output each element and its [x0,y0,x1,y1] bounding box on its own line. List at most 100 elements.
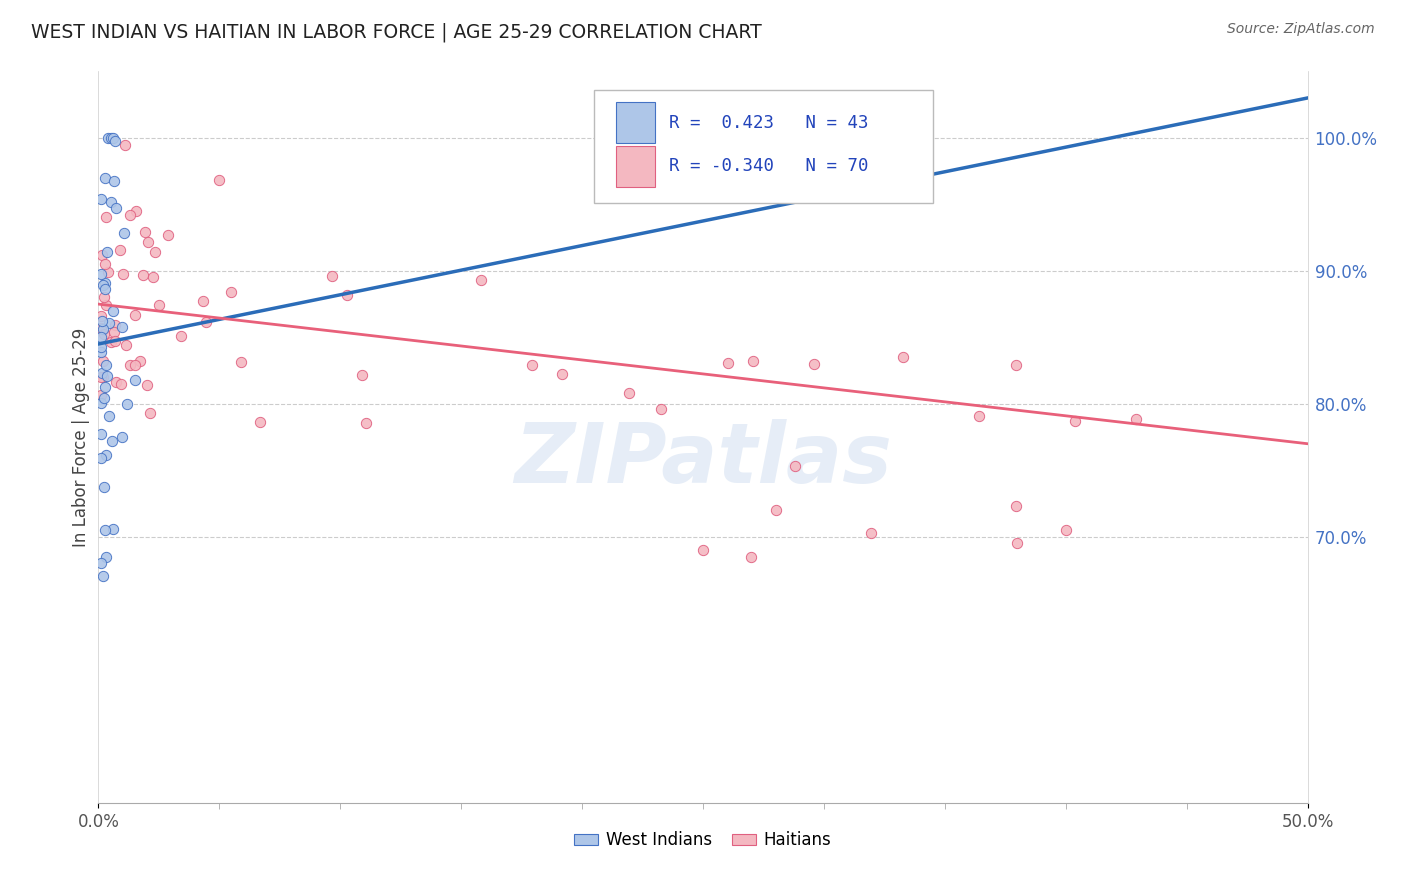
Point [891,350,914,364]
Point [90,426,112,441]
Point [617,386,640,401]
Point [90,321,112,335]
Point [143,245,166,260]
Point [100,195,122,210]
Point [520,358,543,372]
Point [551,368,574,382]
Text: R =  0.423   N = 43: R = 0.423 N = 43 [669,113,869,131]
Point [117,397,139,411]
Point [118,208,141,222]
Point [138,235,160,249]
Point [93,281,115,295]
Point [114,137,136,152]
Point [336,287,359,301]
Point [157,227,180,242]
Point [124,309,146,323]
Point [93,380,115,394]
Point [93,326,115,341]
Point [94,549,117,564]
Point [229,354,252,368]
Point [129,354,152,368]
Point [90,310,112,324]
Point [803,357,825,371]
Point [94,258,117,272]
Point [91,314,114,328]
Point [148,298,170,312]
Point [100,131,122,145]
Point [1004,358,1026,372]
Point [101,434,124,449]
Point [193,293,215,308]
Point [131,268,153,282]
Point [103,325,125,339]
Point [104,318,127,333]
Point [105,201,128,215]
Y-axis label: In Labor Force | Age 25-29: In Labor Force | Age 25-29 [72,327,90,547]
Point [859,526,882,541]
Point [352,368,374,382]
Point [112,226,135,240]
Point [967,409,990,424]
Point [90,450,112,465]
Point [101,303,124,318]
Point [1054,523,1077,537]
Text: Source: ZipAtlas.com: Source: ZipAtlas.com [1227,22,1375,37]
Point [134,225,156,239]
Point [111,430,134,444]
Legend: West Indians, Haitians: West Indians, Haitians [575,831,831,849]
Point [94,277,117,291]
Point [96,369,118,384]
Point [91,353,114,368]
Bar [616,103,655,143]
Point [97,131,120,145]
Point [90,330,112,344]
Bar [616,146,655,186]
Point [208,172,231,186]
Text: WEST INDIAN VS HAITIAN IN LABOR FORCE | AGE 25-29 CORRELATION CHART: WEST INDIAN VS HAITIAN IN LABOR FORCE | … [31,22,762,42]
Point [110,377,132,392]
Point [105,375,128,389]
Point [91,248,114,262]
Point [94,170,117,185]
Point [90,340,112,354]
Point [194,315,217,329]
Text: R = -0.340   N = 70: R = -0.340 N = 70 [669,158,869,176]
Point [94,298,117,312]
Point [118,358,141,372]
Point [138,406,160,420]
Point [742,354,765,368]
Point [94,448,117,462]
Point [1125,411,1147,425]
Point [98,409,121,423]
Point [717,355,740,369]
Point [90,557,112,571]
Point [93,480,115,494]
Point [354,416,377,430]
Point [110,243,132,257]
Point [740,549,762,564]
Point [91,277,114,292]
Point [103,174,125,188]
Point [321,268,343,283]
Point [170,329,193,343]
Point [93,290,115,304]
Point [90,366,112,380]
Point [93,391,115,405]
Point [101,522,124,536]
Point [100,335,122,350]
Point [114,338,136,352]
Point [249,416,271,430]
FancyBboxPatch shape [595,90,932,203]
Point [142,270,165,285]
Point [111,320,134,334]
Point [90,267,112,281]
Point [90,369,112,384]
Point [650,402,672,417]
Point [91,321,114,335]
Point [90,388,112,402]
Point [692,543,714,558]
Point [1007,536,1029,550]
Point [96,245,118,260]
Point [1064,414,1087,428]
Text: ZIPatlas: ZIPatlas [515,418,891,500]
